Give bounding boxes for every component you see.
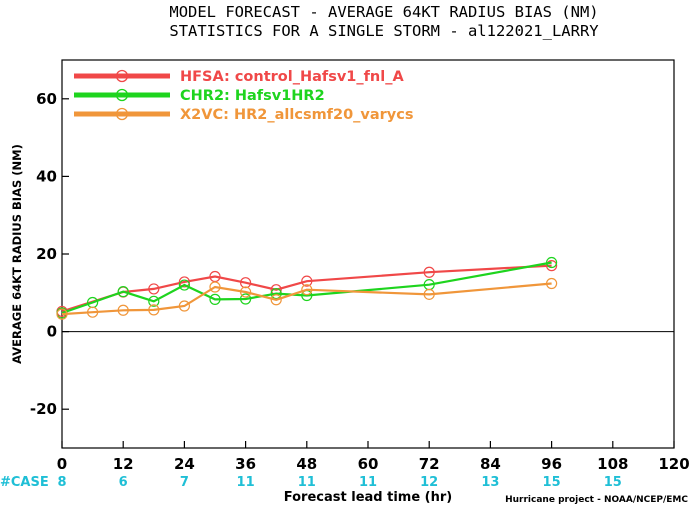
case-count: 15 [543,475,561,490]
x-axis-ticks: 0 12 24 36 48 60 72 84 96 108 120 [57,441,690,473]
data-point [148,283,160,295]
x-tick-label: 96 [541,455,562,473]
credit-label: Hurricane project - NOAA/NCEP/EMC [505,495,688,505]
case-count: 7 [180,475,189,490]
y-tick-label: -20 [30,400,57,418]
data-point [240,277,252,289]
data-point [301,284,313,296]
legend-marker [115,88,129,102]
y-axis-ticks: -20 0 20 40 60 [30,90,69,418]
case-count: 15 [604,475,622,490]
x-tick-label: 0 [57,455,67,473]
series-layer [56,256,558,320]
data-point [117,286,129,298]
x-tick-label: 72 [419,455,440,473]
data-point [209,293,221,305]
series-0 [56,260,558,318]
data-point [423,266,435,278]
data-point [178,276,190,288]
legend-label: CHR2: Hafsv1HR2 [180,88,325,104]
data-point [148,304,160,316]
case-counts: #CASE 8 6 7 11 11 11 12 13 15 15 [0,475,622,490]
data-point [178,300,190,312]
series-line [61,282,552,316]
chart-title: MODEL FORECAST - AVERAGE 64KT RADIUS BIA… [169,3,598,21]
case-count: 6 [119,475,128,490]
data-point [56,308,68,320]
series-line [61,264,552,313]
x-tick-label: 60 [358,455,379,473]
case-count: 8 [57,475,66,490]
legend-label: HFSA: control_Hafsv1_fnl_A [180,69,404,85]
y-tick-label: 20 [36,245,57,263]
case-count: 13 [481,475,499,490]
y-tick-label: 0 [47,323,57,341]
series-2 [56,277,558,320]
y-tick-label: 40 [36,167,57,185]
data-point [117,304,129,316]
data-point [545,260,558,272]
data-point [240,286,252,298]
chart-subtitle: STATISTICS FOR A SINGLE STORM - al122021… [169,22,599,40]
x-axis-label: Forecast lead time (hr) [284,490,452,505]
case-count: 12 [420,475,438,490]
y-axis-label: AVERAGE 64KT RADIUS BIAS (NM) [10,144,24,364]
x-tick-label: 108 [597,455,628,473]
data-point [209,281,221,293]
data-point [178,279,190,291]
legend-marker [115,107,129,121]
data-point [148,295,160,307]
data-point [301,275,313,287]
x-tick-label: 48 [296,455,317,473]
data-point [86,306,99,318]
data-point [240,293,252,305]
series-1 [56,256,558,319]
data-point [270,287,282,300]
x-tick-label: 36 [235,455,256,473]
legend-marker [115,69,129,83]
x-tick-label: 24 [174,455,195,473]
case-count: 11 [298,475,316,490]
data-point [270,294,282,306]
data-point [423,288,435,300]
x-tick-label: 120 [658,455,689,473]
legend: HFSA: control_Hafsv1_fnl_A CHR2: Hafsv1HR… [74,69,413,123]
y-tick-label: 60 [36,90,57,108]
x-tick-label: 12 [113,455,134,473]
data-point [545,277,558,290]
x-tick-label: 84 [480,455,501,473]
data-point [545,256,558,269]
legend-label: X2VC: HR2_allcsmf20_varycs [180,107,413,123]
case-count: 11 [359,475,377,490]
case-header: #CASE [0,475,49,490]
case-count: 11 [237,475,255,490]
